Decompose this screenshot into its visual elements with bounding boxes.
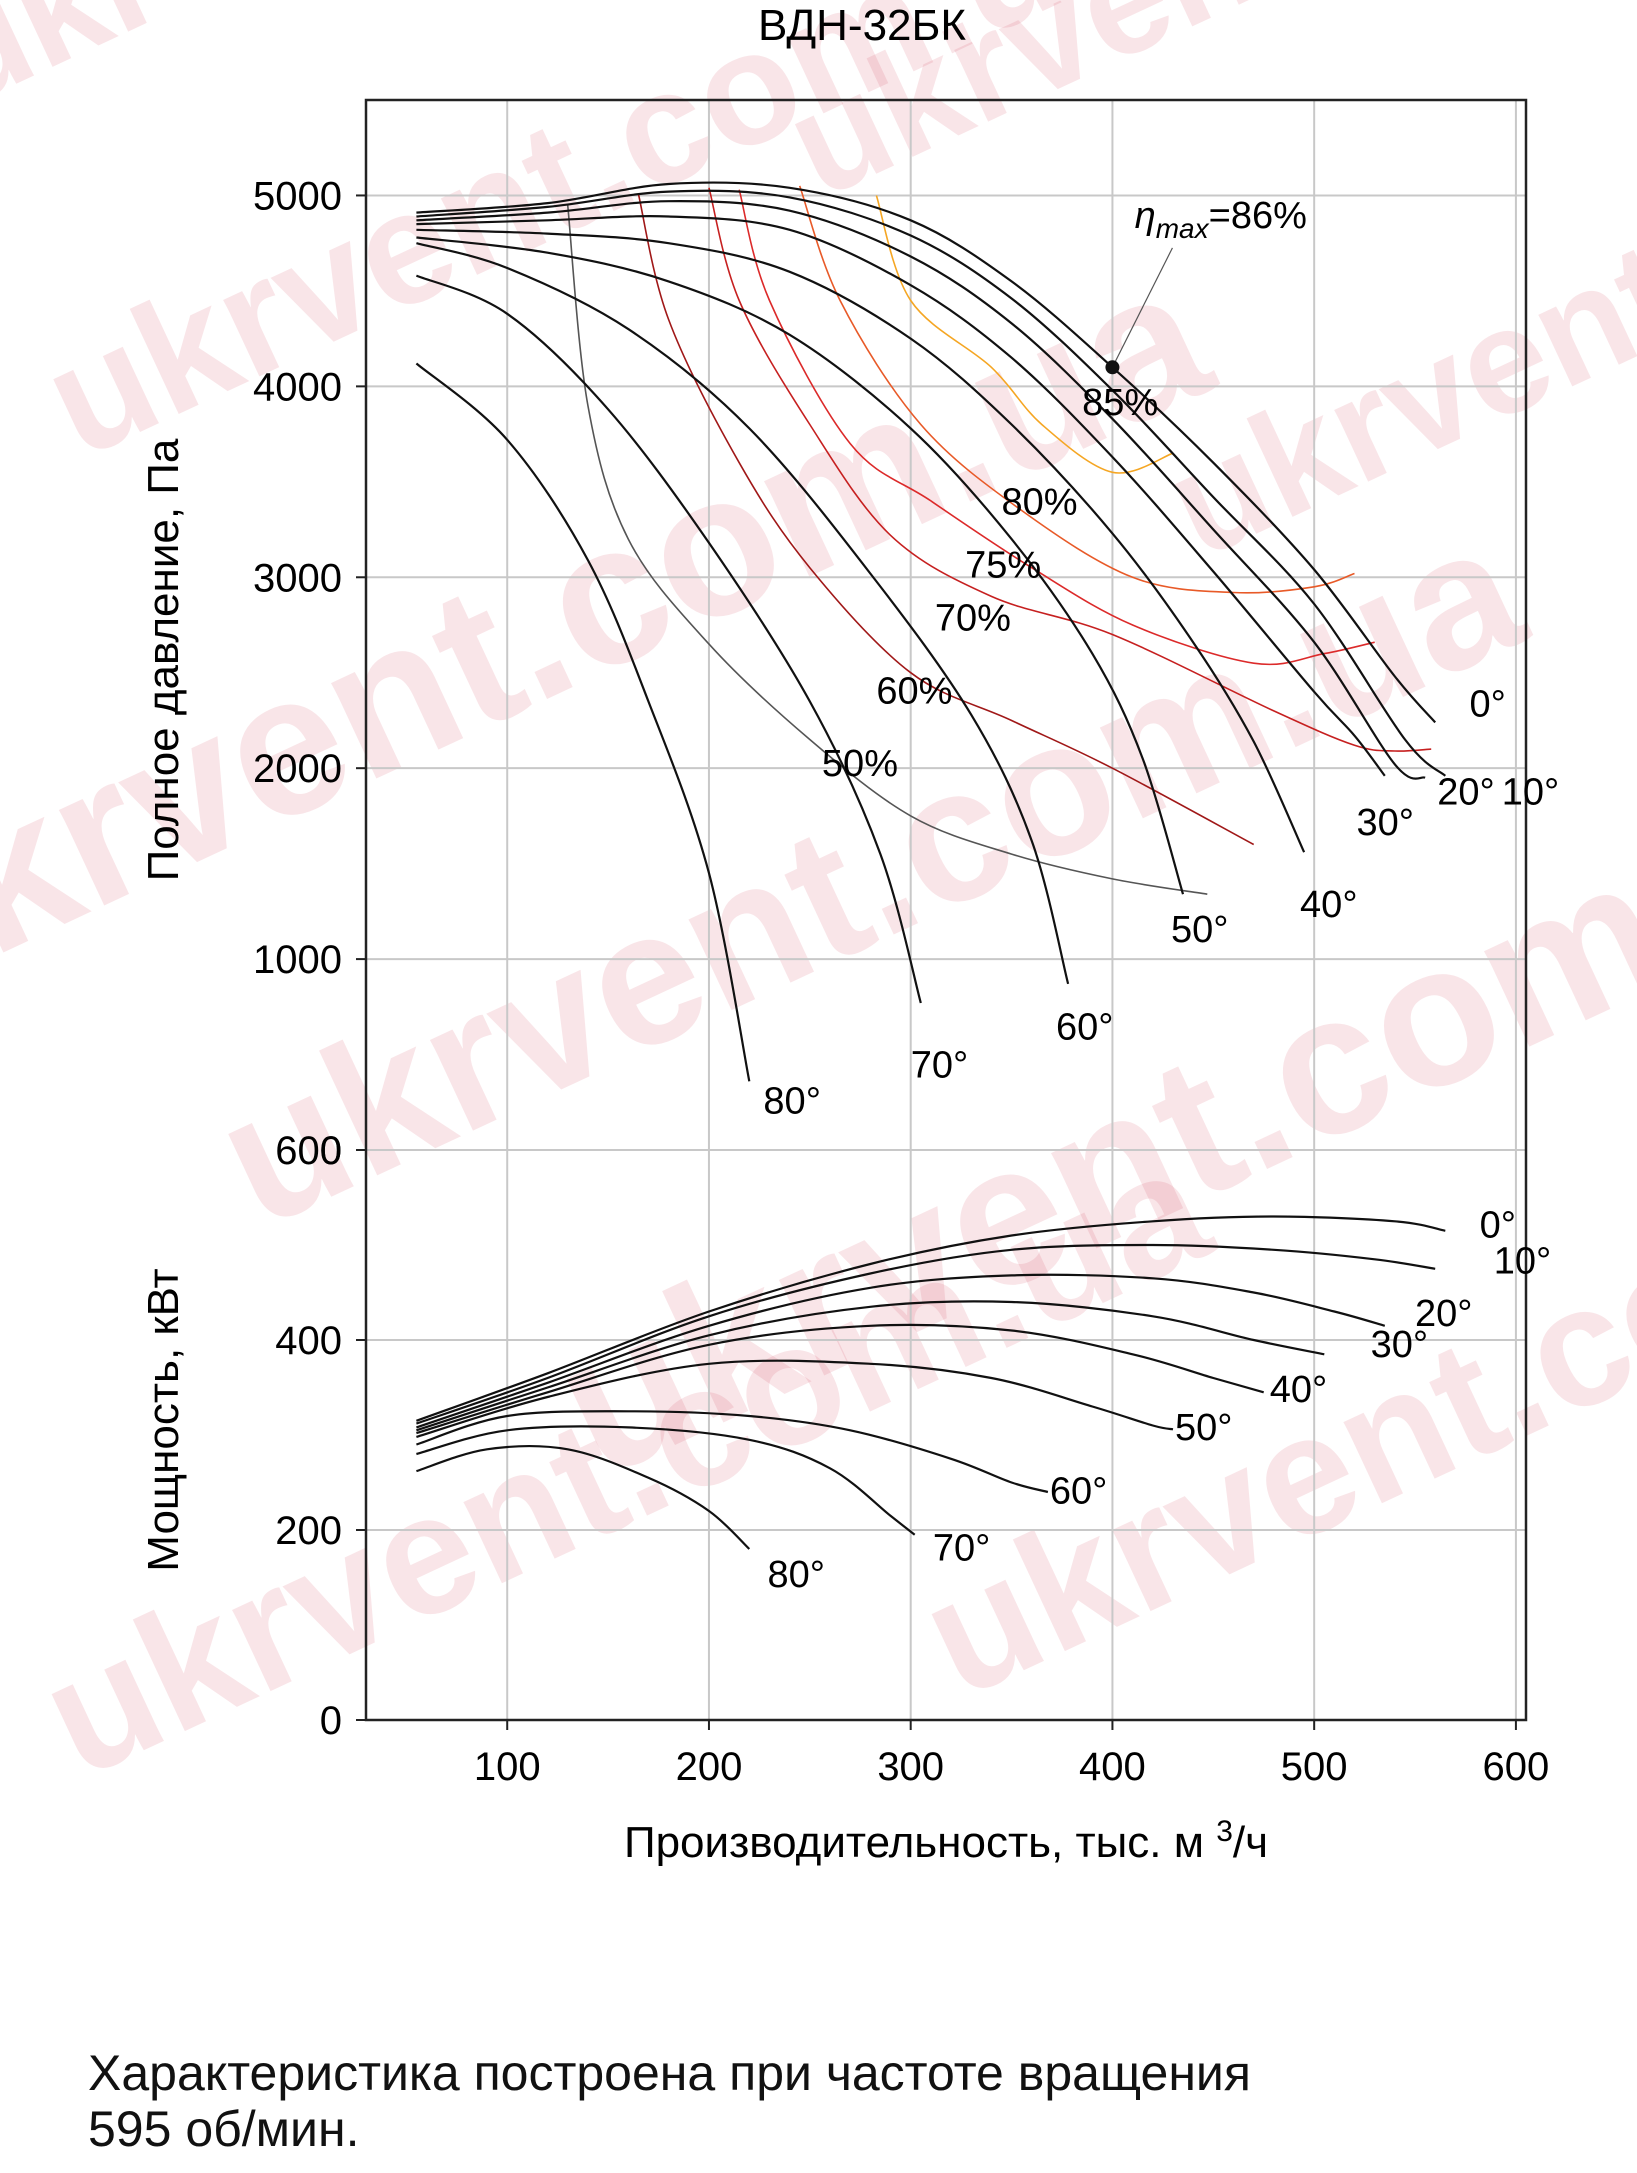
note-line-1: Характеристика построена при частоте вра… [88, 2045, 1251, 2101]
power-curve-label-80deg: 80° [767, 1554, 824, 1596]
pressure-curve-label-30deg: 30° [1357, 802, 1414, 844]
watermark-text: ukrvent.com.ua [15, 1110, 1235, 1814]
x-tick-label: 600 [1483, 1745, 1550, 1789]
efficiency-label-80pct: 80% [1001, 481, 1077, 523]
efficiency-label-85pct: 85% [1082, 382, 1158, 424]
y-tick-label-power: 200 [275, 1509, 342, 1553]
y-tick-label-pressure: 0 [320, 1129, 342, 1173]
pressure-curve-70deg [415, 274, 922, 1004]
pressure-curve-label-40deg: 40° [1300, 884, 1357, 926]
pressure-curve-20deg [416, 200, 1426, 780]
max-efficiency-label: ηmax=86% [1135, 195, 1307, 244]
efficiency-curve-50pct [566, 204, 1208, 895]
power-curve-50deg [416, 1359, 1174, 1438]
pressure-curve-label-50deg: 50° [1171, 909, 1228, 951]
x-tick-label: 500 [1281, 1745, 1348, 1789]
power-curve-label-60deg: 60° [1050, 1470, 1107, 1512]
watermark-layer: ukrvent.com.uaukrvent.com.uaukrvent.com.… [0, 0, 1637, 1814]
efficiency-curve-85pct [875, 195, 1174, 474]
pressure-curve-60deg [416, 242, 1070, 985]
curve-labels: 50%60%70%75%80%85%0°10°20°30°40°50°60°70… [763, 195, 1559, 1596]
pressure-curve-40deg [416, 228, 1306, 853]
power-curve-60deg [416, 1410, 1049, 1494]
y-tick-label-power: 0 [320, 1699, 342, 1743]
y-tick-label-power: 600 [275, 1129, 342, 1173]
rotation-speed-note: Характеристика построена при частоте вра… [88, 2045, 1568, 2157]
pressure-curve-30deg [416, 215, 1386, 777]
plot-border [364, 98, 1528, 1722]
efficiency-curve-80pct [798, 185, 1355, 594]
pressure-curve-label-60deg: 60° [1056, 1006, 1113, 1048]
power-curve-label-50deg: 50° [1175, 1407, 1232, 1449]
x-tick-label: 300 [877, 1745, 944, 1789]
pressure-curve-50deg [416, 236, 1185, 895]
x-tick-label: 200 [676, 1745, 743, 1789]
power-curve-label-0deg: 0° [1480, 1204, 1516, 1246]
efficiency-label-50pct: 50% [822, 743, 898, 785]
note-line-2: 595 об/мин. [88, 2101, 360, 2157]
pressure-curve-label-10deg: 10° [1502, 771, 1559, 813]
grid [366, 100, 1526, 1720]
power-curve-30deg [416, 1300, 1325, 1432]
pressure-curve-label-20deg: 20° [1437, 771, 1494, 813]
x-axis-label-superscript: 3 [1216, 1815, 1233, 1848]
efficiency-label-60pct: 60% [876, 670, 952, 712]
x-tick-label: 400 [1079, 1745, 1146, 1789]
power-curve-20deg [416, 1273, 1386, 1429]
pressure-curve-0deg [416, 181, 1437, 724]
eta-symbol: η [1135, 195, 1156, 237]
efficiency-curve-70pct [708, 187, 1432, 752]
pressure-curve-label-0deg: 0° [1470, 684, 1506, 726]
plot-frame [364, 98, 1528, 1722]
axis-ticks: 100 200 300 400 500 6000100020003000400050000… [253, 174, 1549, 1789]
max-efficiency-leader [1111, 247, 1173, 368]
max-efficiency-point [1105, 360, 1120, 375]
power-curve-label-70deg: 70° [933, 1527, 990, 1569]
power-curve-0deg [416, 1215, 1446, 1422]
pressure-curve-10deg [416, 189, 1447, 777]
y-tick-label-power: 400 [275, 1319, 342, 1363]
pressure-curve-label-70deg: 70° [911, 1044, 968, 1086]
characteristic-curves [415, 181, 1447, 1550]
power-curve-label-40deg: 40° [1270, 1369, 1327, 1411]
power-curve-label-30deg: 30° [1371, 1324, 1428, 1366]
y-axis-label-power: Мощность, кВт [139, 1268, 188, 1571]
efficiency-label-75pct: 75% [965, 544, 1041, 586]
y-tick-label-pressure: 3000 [253, 556, 342, 600]
eta-subscript: max [1156, 213, 1210, 244]
eta-value: =86% [1209, 195, 1307, 237]
y-axis-label-pressure: Полное давление, Па [139, 438, 188, 881]
x-axis-label-unit: /ч [1233, 1818, 1268, 1867]
power-curve-label-20deg: 20° [1415, 1293, 1472, 1335]
power-curve-70deg [416, 1425, 916, 1536]
chart-title: ВДН-32БК [758, 1, 966, 50]
power-curve-80deg [416, 1445, 751, 1550]
x-axis-label: Производительность, тыс. м 3/ч [624, 1815, 1268, 1867]
y-tick-label-pressure: 2000 [253, 747, 342, 791]
power-curve-10deg [416, 1243, 1436, 1425]
power-curve-40deg [416, 1323, 1265, 1435]
power-curve-label-10deg: 10° [1494, 1241, 1551, 1283]
x-tick-label: 100 [474, 1745, 541, 1789]
x-axis-label-text: Производительность, тыс. м [624, 1818, 1204, 1867]
y-tick-label-pressure: 1000 [253, 938, 342, 982]
efficiency-label-70pct: 70% [935, 598, 1011, 640]
y-tick-label-pressure: 5000 [253, 174, 342, 218]
y-tick-label-pressure: 4000 [253, 365, 342, 409]
pressure-curve-80deg [415, 362, 751, 1082]
pressure-curve-label-80deg: 80° [763, 1081, 820, 1123]
efficiency-curve-60pct [637, 193, 1255, 846]
